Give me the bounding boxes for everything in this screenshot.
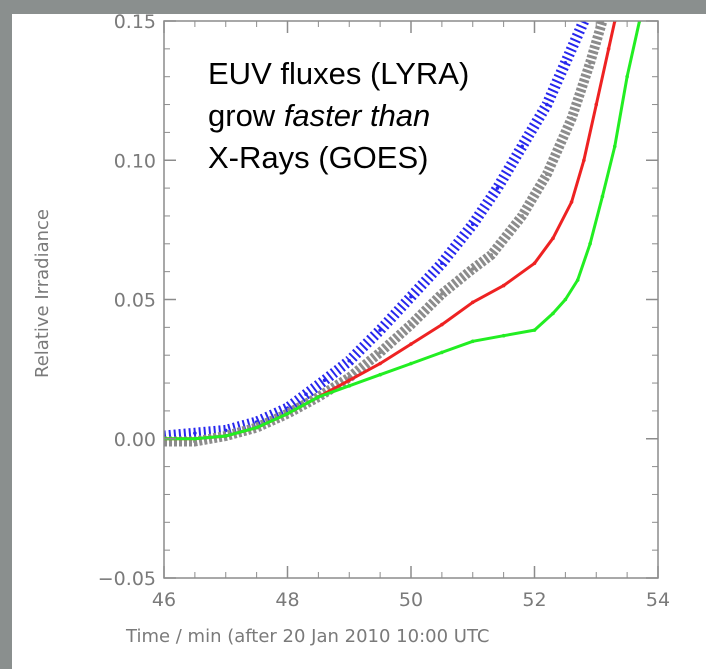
series-4-point <box>409 361 413 366</box>
series-3-point <box>594 102 599 107</box>
x-tick-label: 52 <box>522 589 546 611</box>
series-4-point <box>378 372 382 377</box>
series-1-point <box>563 60 568 65</box>
series-3-point <box>378 361 382 366</box>
chart-svg: −0.05 0.00 0.05 0.10 0.15 46 48 50 52 54 Relative… <box>32 14 670 647</box>
y-tick-label: 0.10 <box>114 150 156 172</box>
series-1-point <box>470 222 475 227</box>
annotation-line-3: X-Rays (GOES) <box>208 140 428 175</box>
series-1-point <box>545 102 549 107</box>
series-4-point <box>193 436 197 441</box>
series-4-point <box>223 434 228 438</box>
series-4-point <box>440 350 444 355</box>
y-tick-label: 0.00 <box>114 429 156 451</box>
series-4-point <box>551 311 555 316</box>
series-3-point <box>606 47 611 51</box>
series-1-point <box>520 144 524 149</box>
series-2-point <box>378 350 382 355</box>
annotation-line-1: EUV fluxes (LYRA) <box>208 56 469 91</box>
series-3-point <box>532 261 537 266</box>
series-4-point <box>612 144 617 149</box>
series-3-point <box>470 300 475 305</box>
series-4-point <box>316 395 321 399</box>
series-1-point <box>322 378 327 383</box>
series-4-point <box>575 278 580 282</box>
series-3-point <box>569 200 574 204</box>
annotation-line-2: grow faster than <box>208 98 430 133</box>
series-2-point <box>470 267 475 271</box>
y-tick-label: 0.05 <box>114 290 156 312</box>
series-1-point <box>409 294 413 299</box>
annotation-line-2-prefix: grow <box>208 98 284 133</box>
series-4-point <box>625 74 629 79</box>
x-tick-label: 48 <box>275 589 299 611</box>
series-3-point <box>409 342 413 346</box>
series-2-point <box>489 253 494 257</box>
series-4-point <box>285 411 290 416</box>
series-3-point <box>440 322 444 327</box>
series-group <box>164 21 642 447</box>
series-3-point <box>582 158 586 163</box>
series-2-point <box>520 214 524 218</box>
y-tick-label: 0.15 <box>114 14 156 33</box>
series-2-point <box>193 439 197 444</box>
annotation-line-2-emphasis: faster than <box>284 98 430 133</box>
series-1-point <box>495 186 500 190</box>
series-4-point <box>254 425 259 430</box>
series-1-point <box>378 328 382 332</box>
series-1-point <box>304 392 308 396</box>
series-2-point <box>409 322 413 327</box>
series-2-point <box>545 172 549 176</box>
series-2-point <box>569 116 574 121</box>
series-1-point <box>193 431 197 435</box>
x-tick-label: 54 <box>646 589 670 611</box>
series-4-point <box>532 328 537 332</box>
series-3-point <box>551 236 555 241</box>
plot-panel: −0.05 0.00 0.05 0.10 0.15 46 48 50 52 54 Relative… <box>12 14 706 669</box>
series-2-point <box>588 60 592 65</box>
series-2-point <box>440 292 444 296</box>
series-1-point <box>440 261 444 266</box>
annotation-text: EUV fluxes (LYRA) grow faster than X-Ray… <box>208 56 469 175</box>
x-tick-label: 50 <box>399 589 423 611</box>
y-axis-label: Relative Irradiance <box>32 209 53 378</box>
x-axis-label: Time / min (after 20 Jan 2010 10:00 UTC <box>125 626 489 647</box>
series-4-point <box>501 333 506 338</box>
series-4-point <box>470 339 475 344</box>
series-4-point <box>600 194 605 199</box>
y-tick-label: −0.05 <box>98 568 156 590</box>
series-1-point <box>347 358 352 363</box>
tick-labels-layer: −0.05 0.00 0.05 0.10 0.15 46 48 50 52 54 <box>98 14 670 611</box>
series-3-point <box>347 378 352 383</box>
series-3-point <box>501 283 506 288</box>
x-tick-label: 46 <box>152 589 176 611</box>
series-layer <box>164 21 642 447</box>
ticks-layer <box>163 20 659 579</box>
series-4-point <box>347 384 352 388</box>
series-4-point <box>588 242 592 246</box>
series-4-point <box>563 297 568 302</box>
